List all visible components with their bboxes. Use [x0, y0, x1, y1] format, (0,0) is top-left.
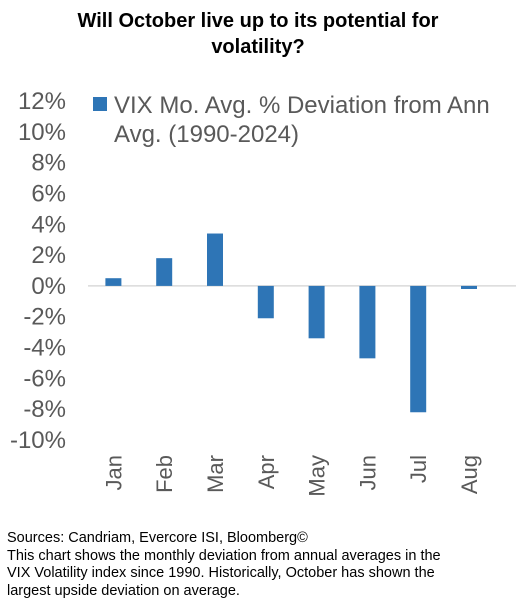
x-tick-label: Jun — [355, 455, 380, 490]
x-tick-label: Mar — [203, 455, 228, 493]
bar-may — [308, 285, 325, 339]
x-tick-label: Apr — [254, 455, 279, 489]
source-line: Sources: Candriam, Evercore ISI, Bloombe… — [7, 530, 308, 546]
legend: VIX Mo. Avg. % Deviation from Ann Avg. (… — [93, 92, 490, 148]
bar-apr — [257, 285, 274, 319]
chart-title: Will October live up to its potential fo… — [0, 8, 516, 60]
bar-aug — [461, 285, 477, 289]
x-axis-ticks: Jan Feb Mar Apr May Jun Jul Aug — [101, 455, 482, 497]
x-tick-label: Jul — [406, 455, 431, 483]
y-tick-label: -8% — [23, 396, 66, 423]
description-line-3: largest upside deviation on average. — [7, 582, 240, 599]
y-tick-label: 0% — [31, 273, 66, 300]
x-tick-label: May — [305, 455, 330, 497]
chart-title-line-1: Will October live up to its potential fo… — [77, 10, 439, 32]
legend-swatch — [93, 97, 107, 111]
chart-notes: Sources: Candriam, Evercore ISI, Bloombe… — [7, 530, 512, 600]
y-tick-label: -4% — [23, 335, 66, 362]
y-tick-label: 2% — [31, 242, 66, 269]
bar-jul — [410, 285, 427, 413]
y-tick-label: -10% — [10, 427, 66, 454]
description-line-2: VIX Volatility index since 1990. Histori… — [7, 565, 435, 581]
y-tick-label: 10% — [18, 119, 66, 146]
legend-label-line-2: Avg. (1990-2024) — [114, 121, 299, 148]
description-line-1: This chart shows the monthly deviation f… — [7, 547, 441, 564]
bar-chart: 12% 10% 8% 6% 4% 2% 0% -2% -4% -6% -8% -10% Jan Feb M… — [10, 88, 516, 497]
x-tick-label: Aug — [457, 455, 482, 494]
y-tick-label: 8% — [31, 150, 66, 177]
y-tick-label: 12% — [18, 88, 66, 115]
y-tick-label: 4% — [31, 211, 66, 238]
chart-title-line-2: volatility? — [211, 36, 305, 58]
bar-mar — [207, 233, 223, 286]
x-tick-label: Feb — [152, 455, 177, 493]
x-tick-label: Jan — [101, 455, 126, 490]
bar-jun — [359, 285, 376, 359]
y-tick-label: -2% — [23, 304, 66, 331]
bars — [105, 233, 477, 413]
y-tick-label: 6% — [31, 180, 66, 207]
bar-feb — [156, 258, 173, 286]
bar-jan — [105, 278, 122, 286]
legend-label-line-1: VIX Mo. Avg. % Deviation from Ann — [114, 92, 490, 119]
y-tick-label: -6% — [23, 365, 66, 392]
y-axis-ticks: 12% 10% 8% 6% 4% 2% 0% -2% -4% -6% -8% -10% — [10, 88, 66, 454]
